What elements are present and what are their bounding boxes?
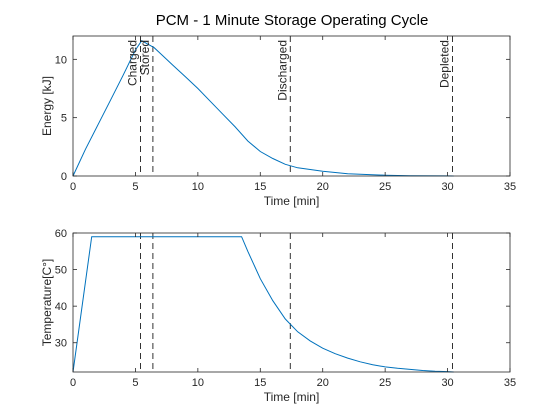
temperature-y-tick-label-2: 50 [55, 265, 67, 277]
energy-y-tick-label-0: 0 [61, 171, 67, 183]
temperature-x-tick-label-1: 5 [132, 377, 138, 389]
energy-x-axis-label: Time [min] [264, 194, 320, 208]
energy-y-axis-label: Energy [kJ] [40, 76, 54, 136]
temperature-x-tick-label-0: 0 [70, 377, 76, 389]
energy-x-tick-label-3: 15 [254, 181, 266, 193]
temperature-x-axis-label: Time [min] [264, 390, 320, 404]
energy-x-tick-label-2: 10 [192, 181, 204, 193]
temperature-series-line-0 [72, 236, 454, 373]
temperature-y-tick-label-0: 30 [55, 338, 67, 350]
energy-x-tick-label-4: 20 [317, 181, 329, 193]
temperature-x-tick-label-6: 30 [441, 377, 453, 389]
energy-x-tick-label-0: 0 [70, 181, 76, 193]
energy-x-tick-label-1: 5 [132, 181, 138, 193]
temperature-y-axis-label: Temperature[C°] [40, 259, 54, 347]
energy-event-label-2: Discharged [275, 40, 289, 101]
temperature-x-tick-label-7: 35 [504, 377, 516, 389]
energy-y-tick-label-2: 10 [55, 54, 67, 66]
energy-event-label-3: Depleted [438, 40, 452, 88]
temperature-x-tick-label-3: 15 [254, 377, 266, 389]
temperature-y-tick-label-1: 40 [55, 301, 67, 313]
energy-event-label-0: Charged [125, 40, 139, 86]
temperature-x-tick-label-5: 25 [379, 377, 391, 389]
energy-series-line-0 [72, 40, 454, 177]
energy-x-tick-label-6: 30 [441, 181, 453, 193]
temperature-y-tick-label-3: 60 [55, 228, 67, 240]
temperature-plot: 0 5 10 15 20 25 30 35 30 40 50 60 Time [min] Temperat… [40, 228, 516, 404]
temperature-axes-box [72, 232, 511, 373]
temperature-x-tick-label-4: 20 [317, 377, 329, 389]
temperature-x-tick-label-2: 10 [192, 377, 204, 389]
energy-y-tick-label-1: 5 [61, 113, 67, 125]
energy-axes-box [72, 35, 511, 177]
energy-x-tick-label-7: 35 [504, 181, 516, 193]
chart-title: PCM - 1 Minute Storage Operating Cycle [156, 12, 429, 29]
energy-event-label-1: Stored [138, 40, 152, 75]
energy-plot: 0 5 10 15 20 25 30 35 0 5 10 Time [min] Energy [kJ] C… [40, 35, 516, 208]
energy-x-tick-label-5: 25 [379, 181, 391, 193]
